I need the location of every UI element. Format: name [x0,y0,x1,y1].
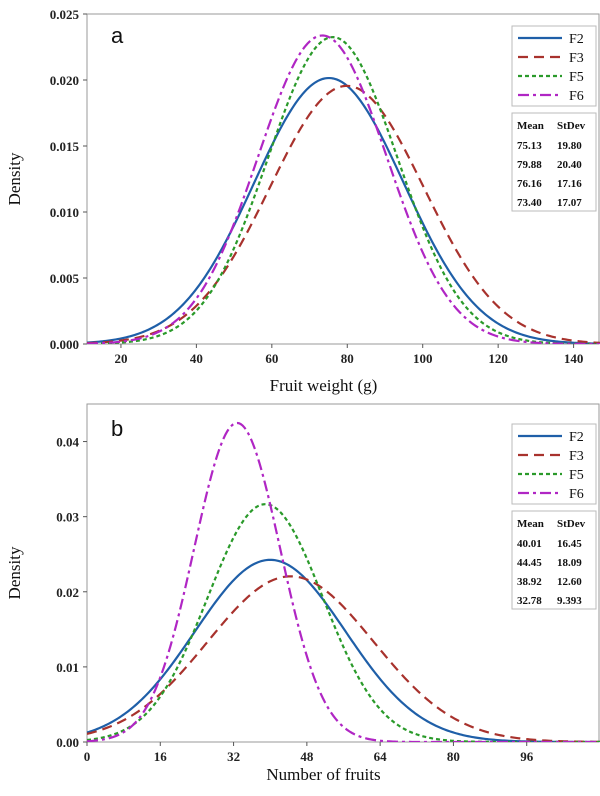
y-tick-label: 0.01 [56,660,79,675]
x-tick-label: 20 [114,351,127,366]
stats-header-stdev: StDev [557,120,586,132]
legend-label-f3: F3 [569,51,584,66]
x-tick-label: 48 [300,749,314,764]
legend-label-f6: F6 [569,89,584,104]
legend-label-f5: F5 [569,468,584,483]
stats-cell-mean: 79.88 [517,159,542,171]
stats-cell-stdev: 17.07 [557,197,582,209]
y-tick-label: 0.04 [56,435,79,450]
stats-cell-stdev: 19.80 [557,140,582,152]
legend-label-f3: F3 [569,449,584,464]
y-tick-label: 0.020 [50,73,79,88]
series-line-f3 [87,575,600,742]
stats-cell-mean: 44.45 [517,557,542,569]
y-tick-label: 0.010 [50,205,79,220]
y-axis-title: Density [5,546,24,599]
stats-cell-stdev: 20.40 [557,159,582,171]
stats-table-box [511,112,597,212]
stats-table-box [511,510,597,610]
stats-cell-mean: 40.01 [517,538,542,550]
x-axis-title: Fruit weight (g) [270,376,378,395]
legend-label-f2: F2 [569,32,584,47]
x-tick-label: 80 [341,351,354,366]
plot-frame [86,13,600,345]
x-tick-label: 64 [374,749,388,764]
y-tick-label: 0.00 [56,735,79,750]
stats-header-stdev: StDev [557,518,586,530]
y-axis-title: Density [5,152,24,205]
y-tick-label: 0.000 [50,337,79,352]
x-tick-label: 100 [413,351,433,366]
stats-table: Mean StDev 40.01 16.45 44.45 18.09 38.92 12.60 3… [511,510,597,610]
x-tick-label: 140 [564,351,584,366]
stats-table: Mean StDev 75.13 19.80 79.88 20.40 76.16 17.16 7… [511,112,597,212]
stats-cell-mean: 75.13 [517,140,542,152]
stats-header-mean: Mean [517,120,544,132]
y-tick-label: 0.03 [56,510,79,525]
panel-label: b [111,416,123,441]
panel-label: a [111,23,124,48]
series-line-f6 [87,34,600,344]
legend: F2 F3 F5 F6 [511,423,597,505]
legend-box [511,423,597,505]
y-tick-label: 0.005 [50,271,80,286]
stats-cell-stdev: 12.60 [557,576,582,588]
x-tick-label: 32 [227,749,240,764]
x-tick-label: 60 [265,351,278,366]
stats-cell-stdev: 16.45 [557,538,582,550]
stats-cell-stdev: 9.393 [557,595,582,607]
legend: F2 F3 F5 F6 [511,25,597,107]
x-tick-label: 16 [154,749,168,764]
series-group [87,421,600,742]
stats-cell-mean: 38.92 [517,576,542,588]
x-tick-label: 40 [190,351,203,366]
legend-box [511,25,597,107]
x-tick-label: 0 [84,749,91,764]
series-line-f5 [87,36,600,344]
legend-label-f5: F5 [569,70,584,85]
chart-panel-b: 0.00 0.01 0.02 0.03 0.04 0 16 32 48 64 80 96 Number … [5,403,600,784]
stats-header-mean: Mean [517,518,544,530]
series-group [87,34,600,344]
stats-cell-stdev: 17.16 [557,178,582,190]
series-line-f2 [87,76,600,344]
stats-cell-mean: 73.40 [517,197,542,209]
legend-label-f6: F6 [569,487,584,502]
x-tick-label: 80 [447,749,460,764]
y-tick-label: 0.015 [50,139,80,154]
stats-cell-stdev: 18.09 [557,557,582,569]
legend-label-f2: F2 [569,430,584,445]
y-tick-label: 0.02 [56,585,79,600]
stats-cell-mean: 32.78 [517,595,542,607]
x-axis-title: Number of fruits [266,765,380,784]
plot-frame [86,403,600,743]
chart-panel-a: 0.000 0.005 0.010 0.015 0.020 0.025 20 40 60 80 10… [5,7,600,395]
stats-cell-mean: 76.16 [517,178,542,190]
x-tick-label: 120 [488,351,508,366]
x-tick-label: 96 [520,749,534,764]
y-tick-label: 0.025 [50,7,80,22]
